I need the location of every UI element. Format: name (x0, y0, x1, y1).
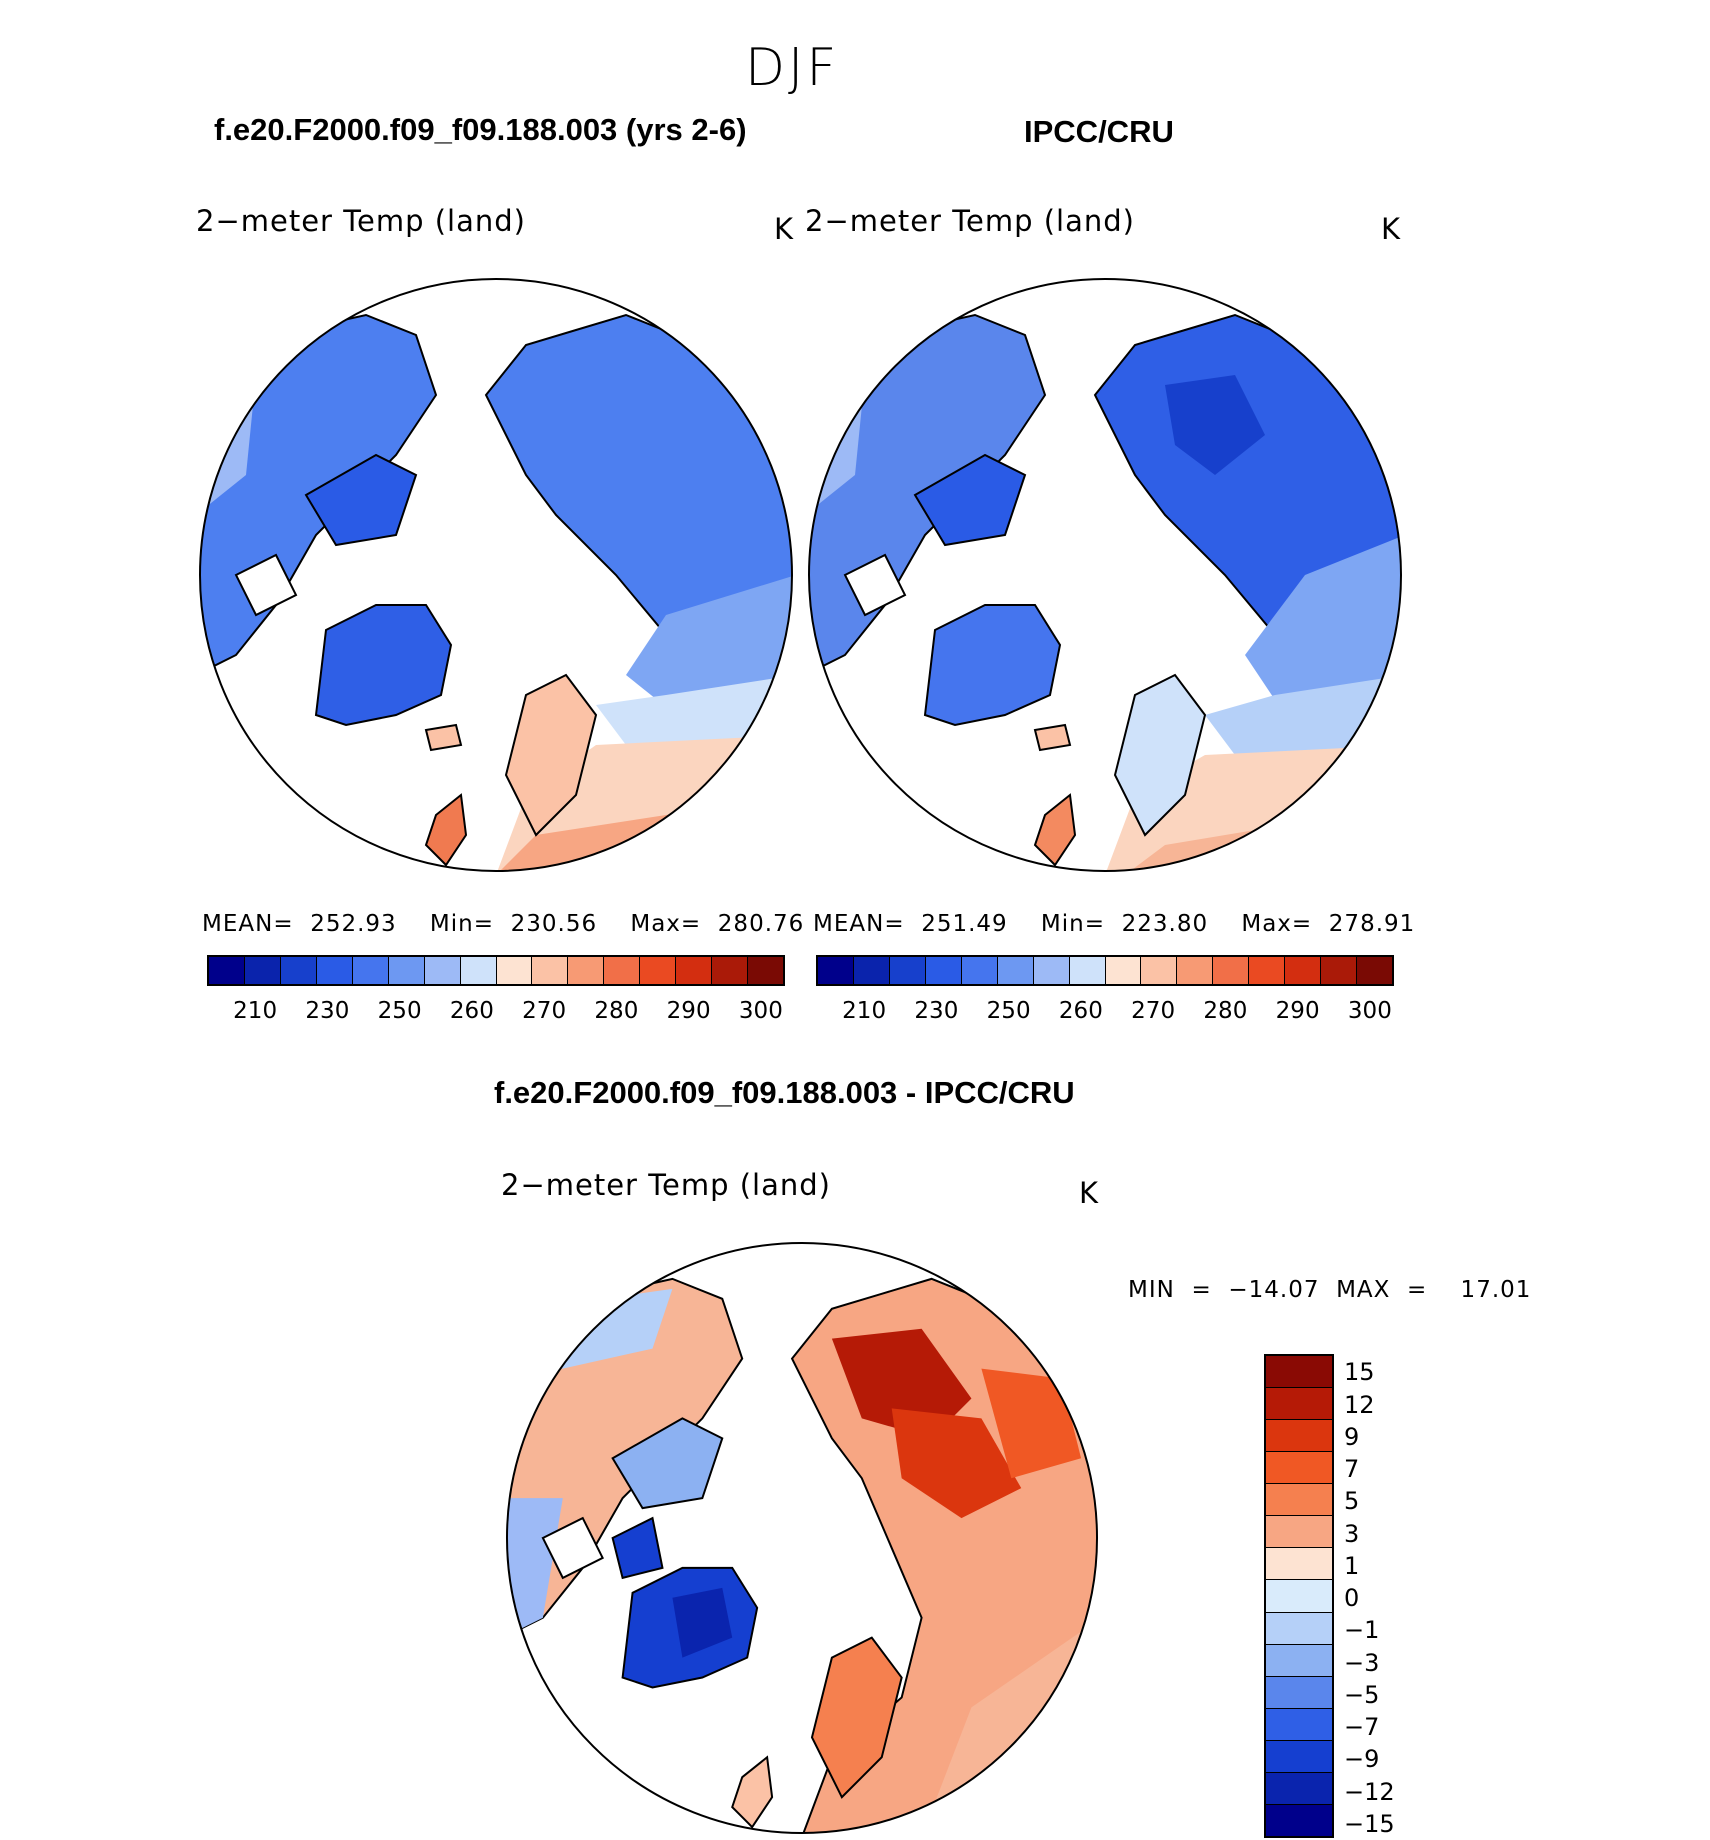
diff-polar-map (505, 1241, 1099, 1835)
colorbar-tick-label: 260 (1058, 998, 1103, 1024)
obs-polar-map (808, 278, 1402, 872)
colorbar-swatch (352, 957, 389, 984)
colorbar-swatch (889, 957, 926, 984)
season-title: DJF (745, 38, 840, 98)
colorbar-swatch (1357, 957, 1392, 984)
colorbar-swatch (1266, 1356, 1332, 1389)
colorbar-swatch (532, 957, 569, 984)
obs-variable-label: 2−meter Temp (land) (805, 204, 1135, 238)
obs-case-title: IPCC/CRU (1024, 114, 1174, 149)
colorbar-tick-label: −9 (1344, 1745, 1380, 1774)
diff-colorbar (1264, 1354, 1334, 1838)
colorbar-tick-label: −15 (1344, 1810, 1395, 1838)
colorbar-swatch (1266, 1388, 1332, 1421)
colorbar-swatch (1321, 957, 1358, 984)
colorbar-tick-label: 280 (594, 998, 639, 1024)
colorbar-tick-label: −1 (1344, 1616, 1380, 1645)
colorbar-tick-label: 250 (986, 998, 1031, 1024)
diff-units-label: K (1079, 1176, 1100, 1210)
colorbar-swatch (1266, 1708, 1332, 1741)
colorbar-tick-label: 260 (449, 998, 494, 1024)
colorbar-tick-label: 5 (1344, 1487, 1360, 1516)
colorbar-swatch (1266, 1644, 1332, 1677)
colorbar-tick-label: 3 (1344, 1519, 1360, 1548)
colorbar-swatch (1285, 957, 1322, 984)
colorbar-swatch (676, 957, 713, 984)
colorbar-tick-label: −5 (1344, 1680, 1380, 1709)
colorbar-swatch (1141, 957, 1178, 984)
model-colorbar (207, 955, 785, 986)
colorbar-tick-label: 230 (914, 998, 959, 1024)
colorbar-tick-label: −7 (1344, 1713, 1380, 1742)
colorbar-swatch (424, 957, 461, 984)
colorbar-tick-label: 9 (1344, 1422, 1360, 1451)
colorbar-tick-label: 300 (1347, 998, 1392, 1024)
colorbar-tick-label: 1 (1344, 1551, 1360, 1580)
colorbar-swatch (1266, 1580, 1332, 1613)
colorbar-swatch (244, 957, 281, 984)
obs-units-label: K (1381, 212, 1402, 246)
colorbar-tick-label: 270 (1131, 998, 1176, 1024)
colorbar-tick-label: 12 (1344, 1390, 1375, 1419)
colorbar-swatch (1033, 957, 1070, 984)
colorbar-tick-label: 210 (842, 998, 887, 1024)
colorbar-tick-label: 290 (1275, 998, 1320, 1024)
colorbar-tick-label: 300 (738, 998, 783, 1024)
colorbar-swatch (1266, 1452, 1332, 1485)
colorbar-swatch (388, 957, 425, 984)
colorbar-swatch (1266, 1548, 1332, 1581)
colorbar-swatch (712, 957, 749, 984)
colorbar-swatch (853, 957, 890, 984)
colorbar-swatch (1266, 1484, 1332, 1517)
obs-colorbar (816, 955, 1394, 986)
colorbar-swatch (568, 957, 605, 984)
model-units-label: K (774, 212, 795, 246)
colorbar-tick-label: 0 (1344, 1584, 1360, 1613)
colorbar-swatch (997, 957, 1034, 984)
diff-stats: MIN = −14.07 MAX = 17.01 (1128, 1277, 1532, 1303)
colorbar-swatch (748, 957, 783, 984)
colorbar-swatch (1266, 1804, 1332, 1836)
colorbar-swatch (640, 957, 677, 984)
diff-case-title: f.e20.F2000.f09_f09.188.003 - IPCC/CRU (494, 1075, 1075, 1110)
colorbar-tick-label: 230 (305, 998, 350, 1024)
colorbar-swatch (1213, 957, 1250, 984)
obs-stats: MEAN= 251.49 Min= 223.80 Max= 278.91 (813, 911, 1416, 937)
colorbar-swatch (1266, 1740, 1332, 1773)
model-stats: MEAN= 252.93 Min= 230.56 Max= 280.76 (202, 911, 805, 937)
colorbar-swatch (1266, 1516, 1332, 1549)
colorbar-swatch (1069, 957, 1106, 984)
model-case-title: f.e20.F2000.f09_f09.188.003 (yrs 2-6) (214, 112, 747, 147)
colorbar-swatch (316, 957, 353, 984)
colorbar-tick-label: 280 (1203, 998, 1248, 1024)
colorbar-swatch (961, 957, 998, 984)
colorbar-swatch (460, 957, 497, 984)
diff-variable-label: 2−meter Temp (land) (501, 1168, 831, 1202)
colorbar-swatch (496, 957, 533, 984)
colorbar-tick-label: 290 (666, 998, 711, 1024)
colorbar-swatch (1177, 957, 1214, 984)
colorbar-swatch (1249, 957, 1286, 984)
colorbar-swatch (818, 957, 854, 984)
colorbar-swatch (1266, 1676, 1332, 1709)
colorbar-tick-label: 270 (522, 998, 567, 1024)
colorbar-swatch (280, 957, 317, 984)
colorbar-tick-label: 15 (1344, 1358, 1375, 1387)
colorbar-tick-label: −3 (1344, 1648, 1380, 1677)
colorbar-swatch (1105, 957, 1142, 984)
colorbar-swatch (1266, 1772, 1332, 1805)
colorbar-tick-label: 210 (233, 998, 278, 1024)
colorbar-swatch (1266, 1420, 1332, 1453)
colorbar-swatch (209, 957, 245, 984)
colorbar-swatch (1266, 1612, 1332, 1645)
colorbar-tick-label: 7 (1344, 1455, 1360, 1484)
model-variable-label: 2−meter Temp (land) (196, 204, 526, 238)
colorbar-swatch (925, 957, 962, 984)
model-polar-map (199, 278, 793, 872)
colorbar-tick-label: 250 (377, 998, 422, 1024)
colorbar-tick-label: −12 (1344, 1777, 1395, 1806)
colorbar-swatch (604, 957, 641, 984)
